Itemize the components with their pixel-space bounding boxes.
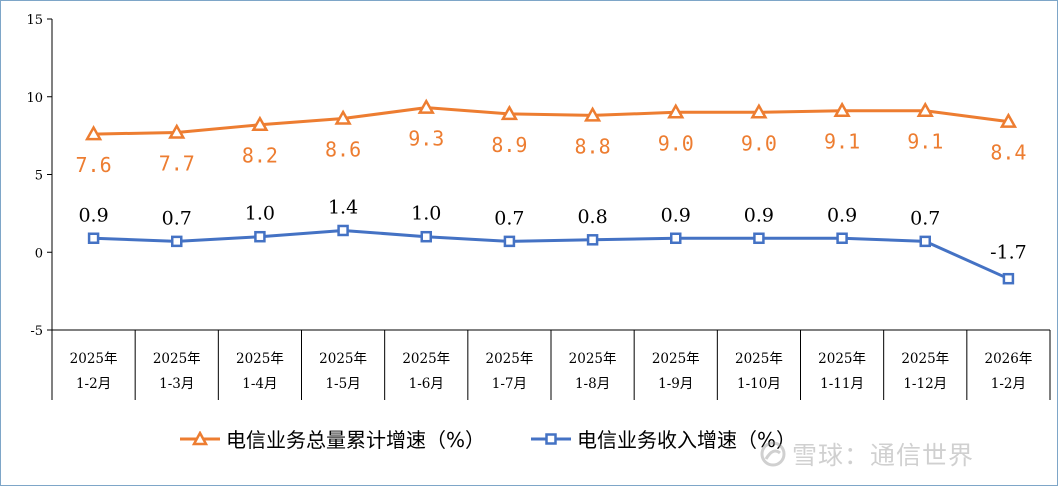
data-label-series2: 0.9 — [744, 204, 774, 226]
x-tick-label: 1-12月 — [903, 376, 947, 392]
data-label-series2: 1.0 — [411, 203, 441, 225]
y-tick-label: 0 — [35, 246, 43, 261]
data-label-series1: 9.3 — [408, 127, 444, 151]
x-tick-label: 2025年 — [818, 351, 866, 367]
square-marker — [337, 224, 349, 237]
triangle-marker — [168, 123, 186, 139]
snowball-logo-icon — [760, 441, 786, 467]
x-tick-label: 2025年 — [569, 351, 617, 367]
data-label-series1: 8.4 — [990, 141, 1026, 165]
x-tick-label: 1-2月 — [76, 376, 111, 392]
x-tick-label: 1-3月 — [159, 376, 194, 392]
x-tick-label: 2026年 — [984, 351, 1032, 367]
y-tick-label: 10 — [26, 91, 43, 106]
x-tick-label: 1-6月 — [409, 376, 444, 392]
data-label-series1: 9.0 — [658, 131, 694, 155]
x-tick-label: 1-11月 — [820, 376, 864, 392]
data-label-series1: 7.7 — [159, 152, 195, 176]
square-marker — [1002, 272, 1015, 285]
square-marker — [586, 234, 599, 246]
x-tick-label: 1-7月 — [492, 376, 527, 392]
data-label-series1: 8.9 — [491, 133, 527, 157]
x-tick-label: 1-4月 — [242, 376, 277, 392]
legend: 电信业务总量累计增速（%） 电信业务收入增速（%） — [180, 424, 842, 453]
x-tick-label: 1-10月 — [737, 376, 781, 392]
triangle-marker — [667, 103, 685, 119]
data-label-series2: 0.9 — [78, 204, 108, 226]
x-tick-label: 2025年 — [70, 351, 118, 367]
square-marker — [670, 232, 682, 245]
data-label-series2: 0.7 — [162, 207, 192, 229]
data-label-series1: 9.1 — [824, 130, 860, 154]
x-tick-label: 2025年 — [402, 351, 450, 367]
x-tick-label: 1-8月 — [575, 376, 610, 392]
axes: -5 0 5 10 15 2025年 1-2月 2025年 1-3月 2025年 1-4月 2025年… — [26, 13, 1051, 400]
data-label-series2: 0.7 — [910, 207, 940, 229]
series-line-1 — [93, 106, 1009, 136]
data-label-series2: 1.0 — [245, 203, 275, 225]
legend-label-series2: 电信业务收入增速（%） — [577, 428, 797, 452]
data-label-series1: 8.6 — [325, 138, 361, 162]
square-marker — [836, 232, 848, 245]
triangle-marker — [916, 101, 934, 117]
data-label-series1: 8.2 — [242, 144, 278, 168]
x-tick-label: 2025年 — [652, 351, 700, 367]
triangle-marker — [583, 106, 602, 122]
triangle-marker — [251, 115, 269, 131]
data-label-series1: 7.6 — [76, 153, 112, 177]
square-marker — [503, 235, 516, 248]
triangle-marker — [84, 125, 103, 141]
triangle-marker — [999, 112, 1018, 128]
data-label-series2: 0.9 — [661, 204, 691, 226]
data-label-series1: 9.0 — [741, 131, 777, 155]
x-tick-label: 2025年 — [153, 351, 201, 367]
y-tick-label: 15 — [26, 13, 43, 28]
x-tick-label: 2025年 — [901, 351, 949, 367]
square-marker — [919, 235, 931, 248]
data-label-series1: 8.8 — [575, 134, 611, 158]
watermark-text: 雪球：通信世界 — [792, 441, 975, 470]
x-tick-label: 2025年 — [485, 351, 533, 367]
triangle-line-icon — [180, 430, 220, 445]
triangle-marker — [417, 98, 435, 114]
data-label-series2: 0.9 — [827, 204, 857, 226]
x-tick-label: 2025年 — [319, 351, 367, 367]
series-lines — [84, 98, 1018, 285]
square-line-icon — [531, 432, 572, 445]
x-tick-label: 2025年 — [236, 351, 284, 367]
legend-item-series2: 电信业务收入增速（%） — [531, 424, 796, 453]
data-label-series2: 0.8 — [577, 206, 607, 228]
x-tick-label: 1-2月 — [991, 376, 1026, 392]
square-marker — [171, 235, 183, 248]
y-tick-label: -5 — [30, 324, 43, 339]
triangle-marker — [334, 109, 352, 125]
triangle-marker — [750, 103, 768, 119]
legend-item-series1: 电信业务总量累计增速（%） — [180, 424, 485, 453]
data-labels: 7.6 7.7 8.2 8.6 9.3 8.9 8.8 9.0 9.0 9.1 9.1 8.4 0.9 0… — [76, 127, 1027, 264]
watermark: 雪球：通信世界 — [760, 436, 974, 472]
legend-label-series1: 电信业务总量累计增速（%） — [226, 428, 486, 452]
series-line-2 — [93, 228, 1010, 281]
triangle-marker — [833, 101, 851, 117]
x-tick-label: 2025年 — [735, 351, 783, 367]
triangle-marker — [500, 104, 519, 121]
y-tick-label: 5 — [35, 169, 43, 184]
square-marker — [254, 230, 266, 243]
square-marker — [753, 232, 765, 245]
square-marker — [420, 230, 432, 243]
x-tick-label: 1-5月 — [325, 376, 360, 392]
square-marker — [87, 232, 100, 245]
data-label-series2: -1.7 — [990, 242, 1027, 264]
data-label-series1: 9.1 — [907, 130, 943, 154]
data-label-series2: 0.7 — [494, 207, 524, 229]
data-label-series2: 1.4 — [328, 196, 358, 218]
x-tick-label: 1-9月 — [658, 376, 693, 392]
